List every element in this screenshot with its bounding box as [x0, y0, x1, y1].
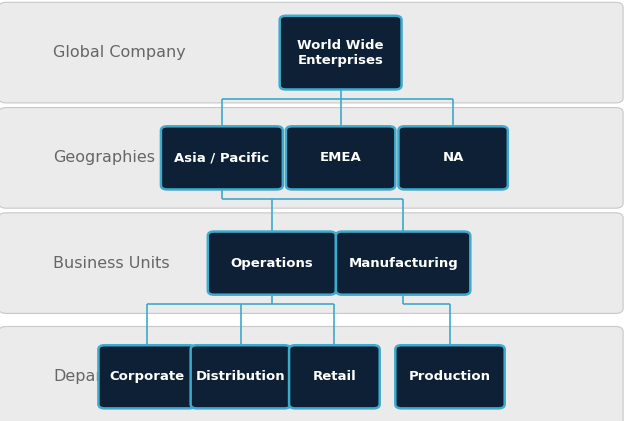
Text: World Wide
Enterprises: World Wide Enterprises: [298, 39, 384, 67]
FancyBboxPatch shape: [0, 213, 623, 313]
FancyBboxPatch shape: [0, 327, 623, 421]
FancyBboxPatch shape: [399, 126, 508, 189]
Text: EMEA: EMEA: [320, 152, 361, 164]
Text: Operations: Operations: [231, 257, 313, 269]
Text: Manufacturing: Manufacturing: [348, 257, 458, 269]
FancyBboxPatch shape: [336, 232, 470, 295]
FancyBboxPatch shape: [289, 345, 380, 408]
FancyBboxPatch shape: [286, 126, 396, 189]
Text: Geographies: Geographies: [53, 150, 155, 165]
FancyBboxPatch shape: [395, 345, 505, 408]
FancyBboxPatch shape: [191, 345, 291, 408]
FancyBboxPatch shape: [280, 16, 402, 90]
Text: NA: NA: [442, 152, 464, 164]
FancyBboxPatch shape: [98, 345, 195, 408]
Text: Corporate: Corporate: [109, 370, 184, 383]
FancyBboxPatch shape: [0, 108, 623, 208]
FancyBboxPatch shape: [208, 232, 336, 295]
Text: Retail: Retail: [312, 370, 356, 383]
Text: Production: Production: [409, 370, 491, 383]
FancyBboxPatch shape: [0, 3, 623, 103]
FancyBboxPatch shape: [161, 126, 282, 189]
Text: Global Company: Global Company: [53, 45, 186, 60]
Text: Distribution: Distribution: [196, 370, 286, 383]
Text: Asia / Pacific: Asia / Pacific: [174, 152, 269, 164]
Text: Departments: Departments: [53, 369, 159, 384]
Text: Business Units: Business Units: [53, 256, 170, 271]
